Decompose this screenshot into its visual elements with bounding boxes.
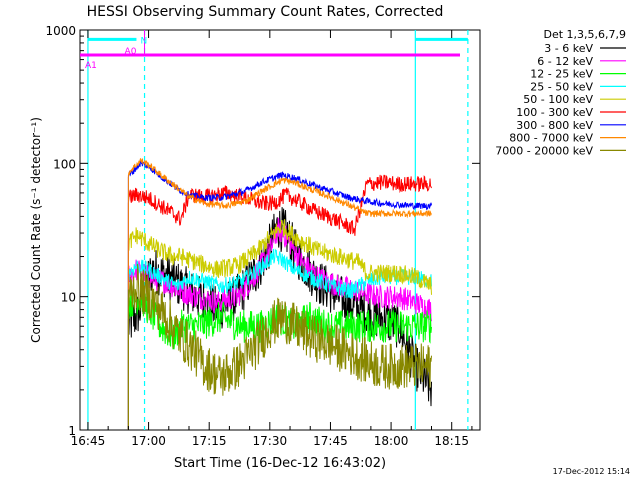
y-tick-label-0: 1 — [68, 424, 76, 438]
legend-label-1: 6 - 12 keV — [537, 55, 593, 68]
legend-label-6: 300 - 800 keV — [516, 119, 593, 132]
series-line-3 — [127, 248, 432, 430]
x-tick-label-2: 17:15 — [192, 434, 227, 448]
timestamp: 17-Dec-2012 15:14 — [553, 467, 630, 476]
flag-n-label: N — [140, 36, 147, 46]
axes-layer: 16:45 17:00 17:15 17:30 17:45 18:00 18:15 1 10 10… — [45, 24, 480, 448]
x-tick-label-6: 18:15 — [434, 434, 469, 448]
series-line-4 — [127, 219, 432, 430]
legend-label-3: 25 - 50 keV — [530, 80, 593, 93]
y-tick-label-2: 100 — [53, 157, 76, 171]
legend-label-2: 12 - 25 keV — [530, 68, 593, 81]
series-line-8 — [127, 263, 432, 430]
legend-label-8: 7000 - 20000 keV — [495, 144, 593, 157]
series-layer — [127, 158, 432, 430]
series-line-1 — [127, 216, 432, 430]
series-line-5 — [127, 174, 432, 430]
x-tick-label-4: 17:45 — [313, 434, 348, 448]
x-tick-label-3: 17:30 — [253, 434, 288, 448]
chart-title: HESSI Observing Summary Count Rates, Cor… — [87, 4, 444, 20]
a0-label: A0 — [125, 47, 137, 57]
legend-label-5: 100 - 300 keV — [516, 106, 593, 119]
y-tick-label-1: 10 — [61, 291, 76, 305]
plot-area — [79, 29, 481, 431]
legend-label-7: 800 - 7000 keV — [509, 132, 593, 145]
x-tick-label-0: 16:45 — [71, 434, 106, 448]
a1-label: A1 — [85, 61, 97, 71]
x-tick-label-1: 17:00 — [131, 434, 166, 448]
y-tick-label-3: 1000 — [45, 24, 76, 38]
x-tick-label-5: 18:00 — [374, 434, 409, 448]
plot-frame — [79, 29, 481, 431]
legend-label-0: 3 - 6 keV — [544, 42, 593, 55]
legend-label-4: 50 - 100 keV — [523, 93, 593, 106]
x-axis-label: Start Time (16-Dec-12 16:43:02) — [174, 456, 386, 471]
y-axis-label: Corrected Count Rate (s⁻¹ detector⁻¹) — [29, 117, 43, 343]
legend-title: Det 1,3,5,6,7,9 — [543, 28, 626, 41]
series-line-7 — [127, 158, 432, 430]
